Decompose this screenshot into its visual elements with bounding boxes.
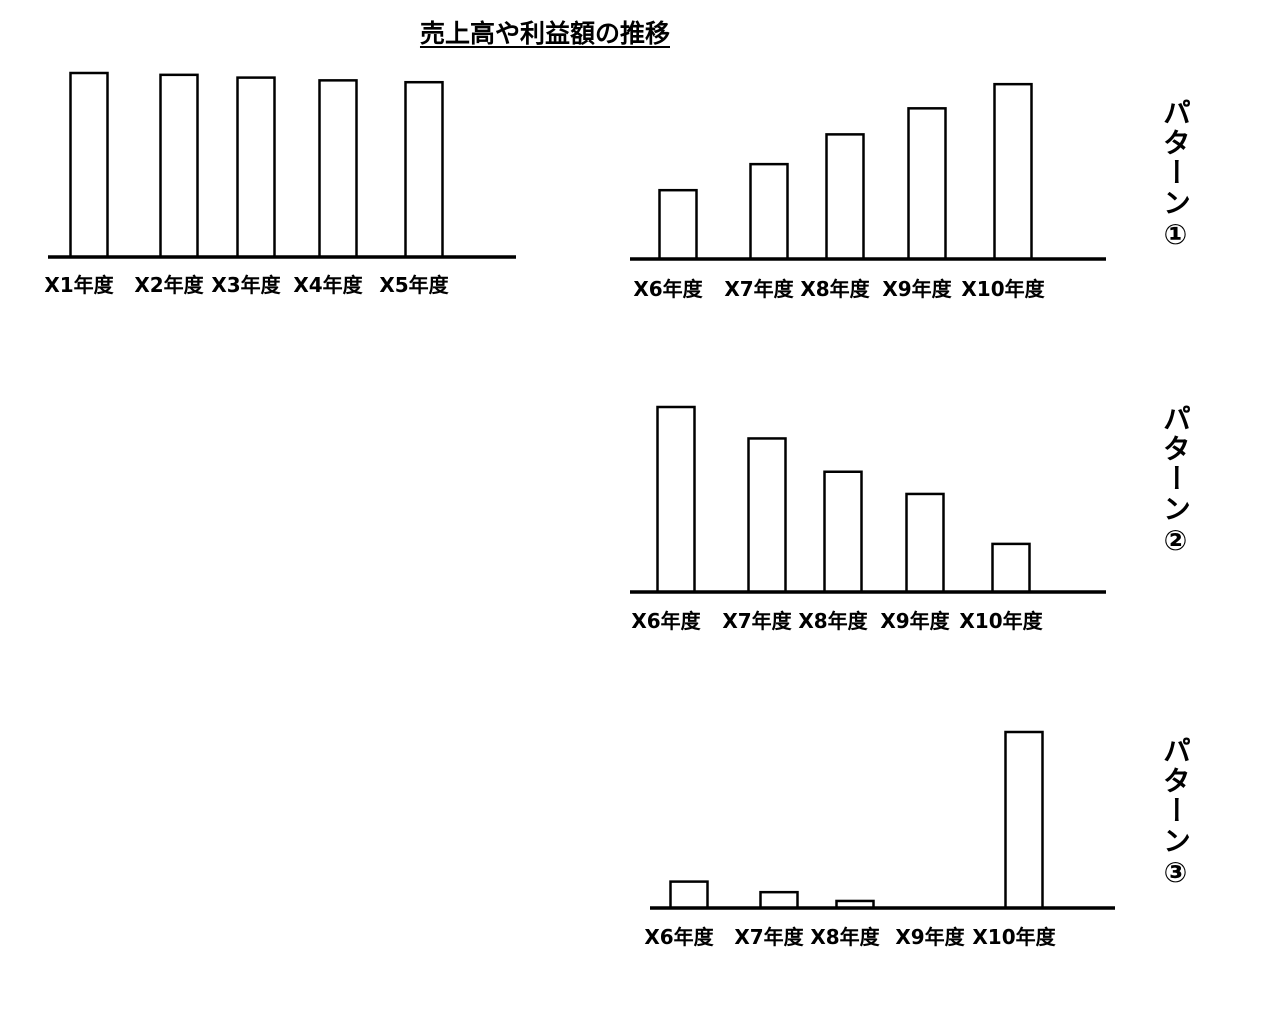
bar-1-1 <box>69 71 109 259</box>
tick-label-4-3: X8年度 <box>810 925 880 949</box>
tick-label-3-2: X7年度 <box>722 609 792 633</box>
tick-label-1-1: X1年度 <box>44 273 114 297</box>
pattern-label-1: パターン① <box>1159 98 1192 253</box>
bar-1-5 <box>404 80 444 259</box>
tick-label-3-5: X10年度 <box>959 609 1043 633</box>
tick-label-2-4: X9年度 <box>882 277 952 301</box>
tick-label-1-2: X2年度 <box>134 273 204 297</box>
bar-1-2 <box>159 73 199 259</box>
bar-3-1 <box>656 405 696 594</box>
tick-label-1-5: X5年度 <box>379 273 449 297</box>
bar-2-5 <box>993 82 1033 261</box>
bar-3-4 <box>905 492 945 594</box>
bar-3-5 <box>991 542 1031 594</box>
bar-3-3 <box>823 470 863 594</box>
tick-label-4-1: X6年度 <box>644 925 714 949</box>
tick-label-2-2: X7年度 <box>724 277 794 301</box>
chart-title: 売上高や利益額の推移 <box>419 19 670 48</box>
bar-4-1 <box>669 880 709 910</box>
tick-label-2-1: X6年度 <box>633 277 703 301</box>
bar-4-5 <box>1004 730 1044 910</box>
pattern-label-2: パターン② <box>1159 404 1192 559</box>
tick-label-3-4: X9年度 <box>880 609 950 633</box>
tick-label-4-5: X10年度 <box>972 925 1056 949</box>
bar-4-2 <box>759 890 799 910</box>
tick-label-3-1: X6年度 <box>631 609 701 633</box>
bar-2-1 <box>658 188 698 261</box>
bar-1-4 <box>318 79 358 259</box>
tick-label-3-3: X8年度 <box>798 609 868 633</box>
tick-label-1-3: X3年度 <box>211 273 281 297</box>
bar-2-4 <box>907 107 947 261</box>
bar-2-3 <box>825 133 865 261</box>
bar-2-2 <box>749 162 789 261</box>
tick-label-4-2: X7年度 <box>734 925 804 949</box>
pattern-label-3: パターン③ <box>1159 736 1192 891</box>
tick-label-1-4: X4年度 <box>293 273 363 297</box>
tick-label-4-4: X9年度 <box>895 925 965 949</box>
bar-1-3 <box>236 76 276 259</box>
tick-label-2-5: X10年度 <box>961 277 1045 301</box>
tick-label-2-3: X8年度 <box>800 277 870 301</box>
bar-3-2 <box>747 437 787 594</box>
